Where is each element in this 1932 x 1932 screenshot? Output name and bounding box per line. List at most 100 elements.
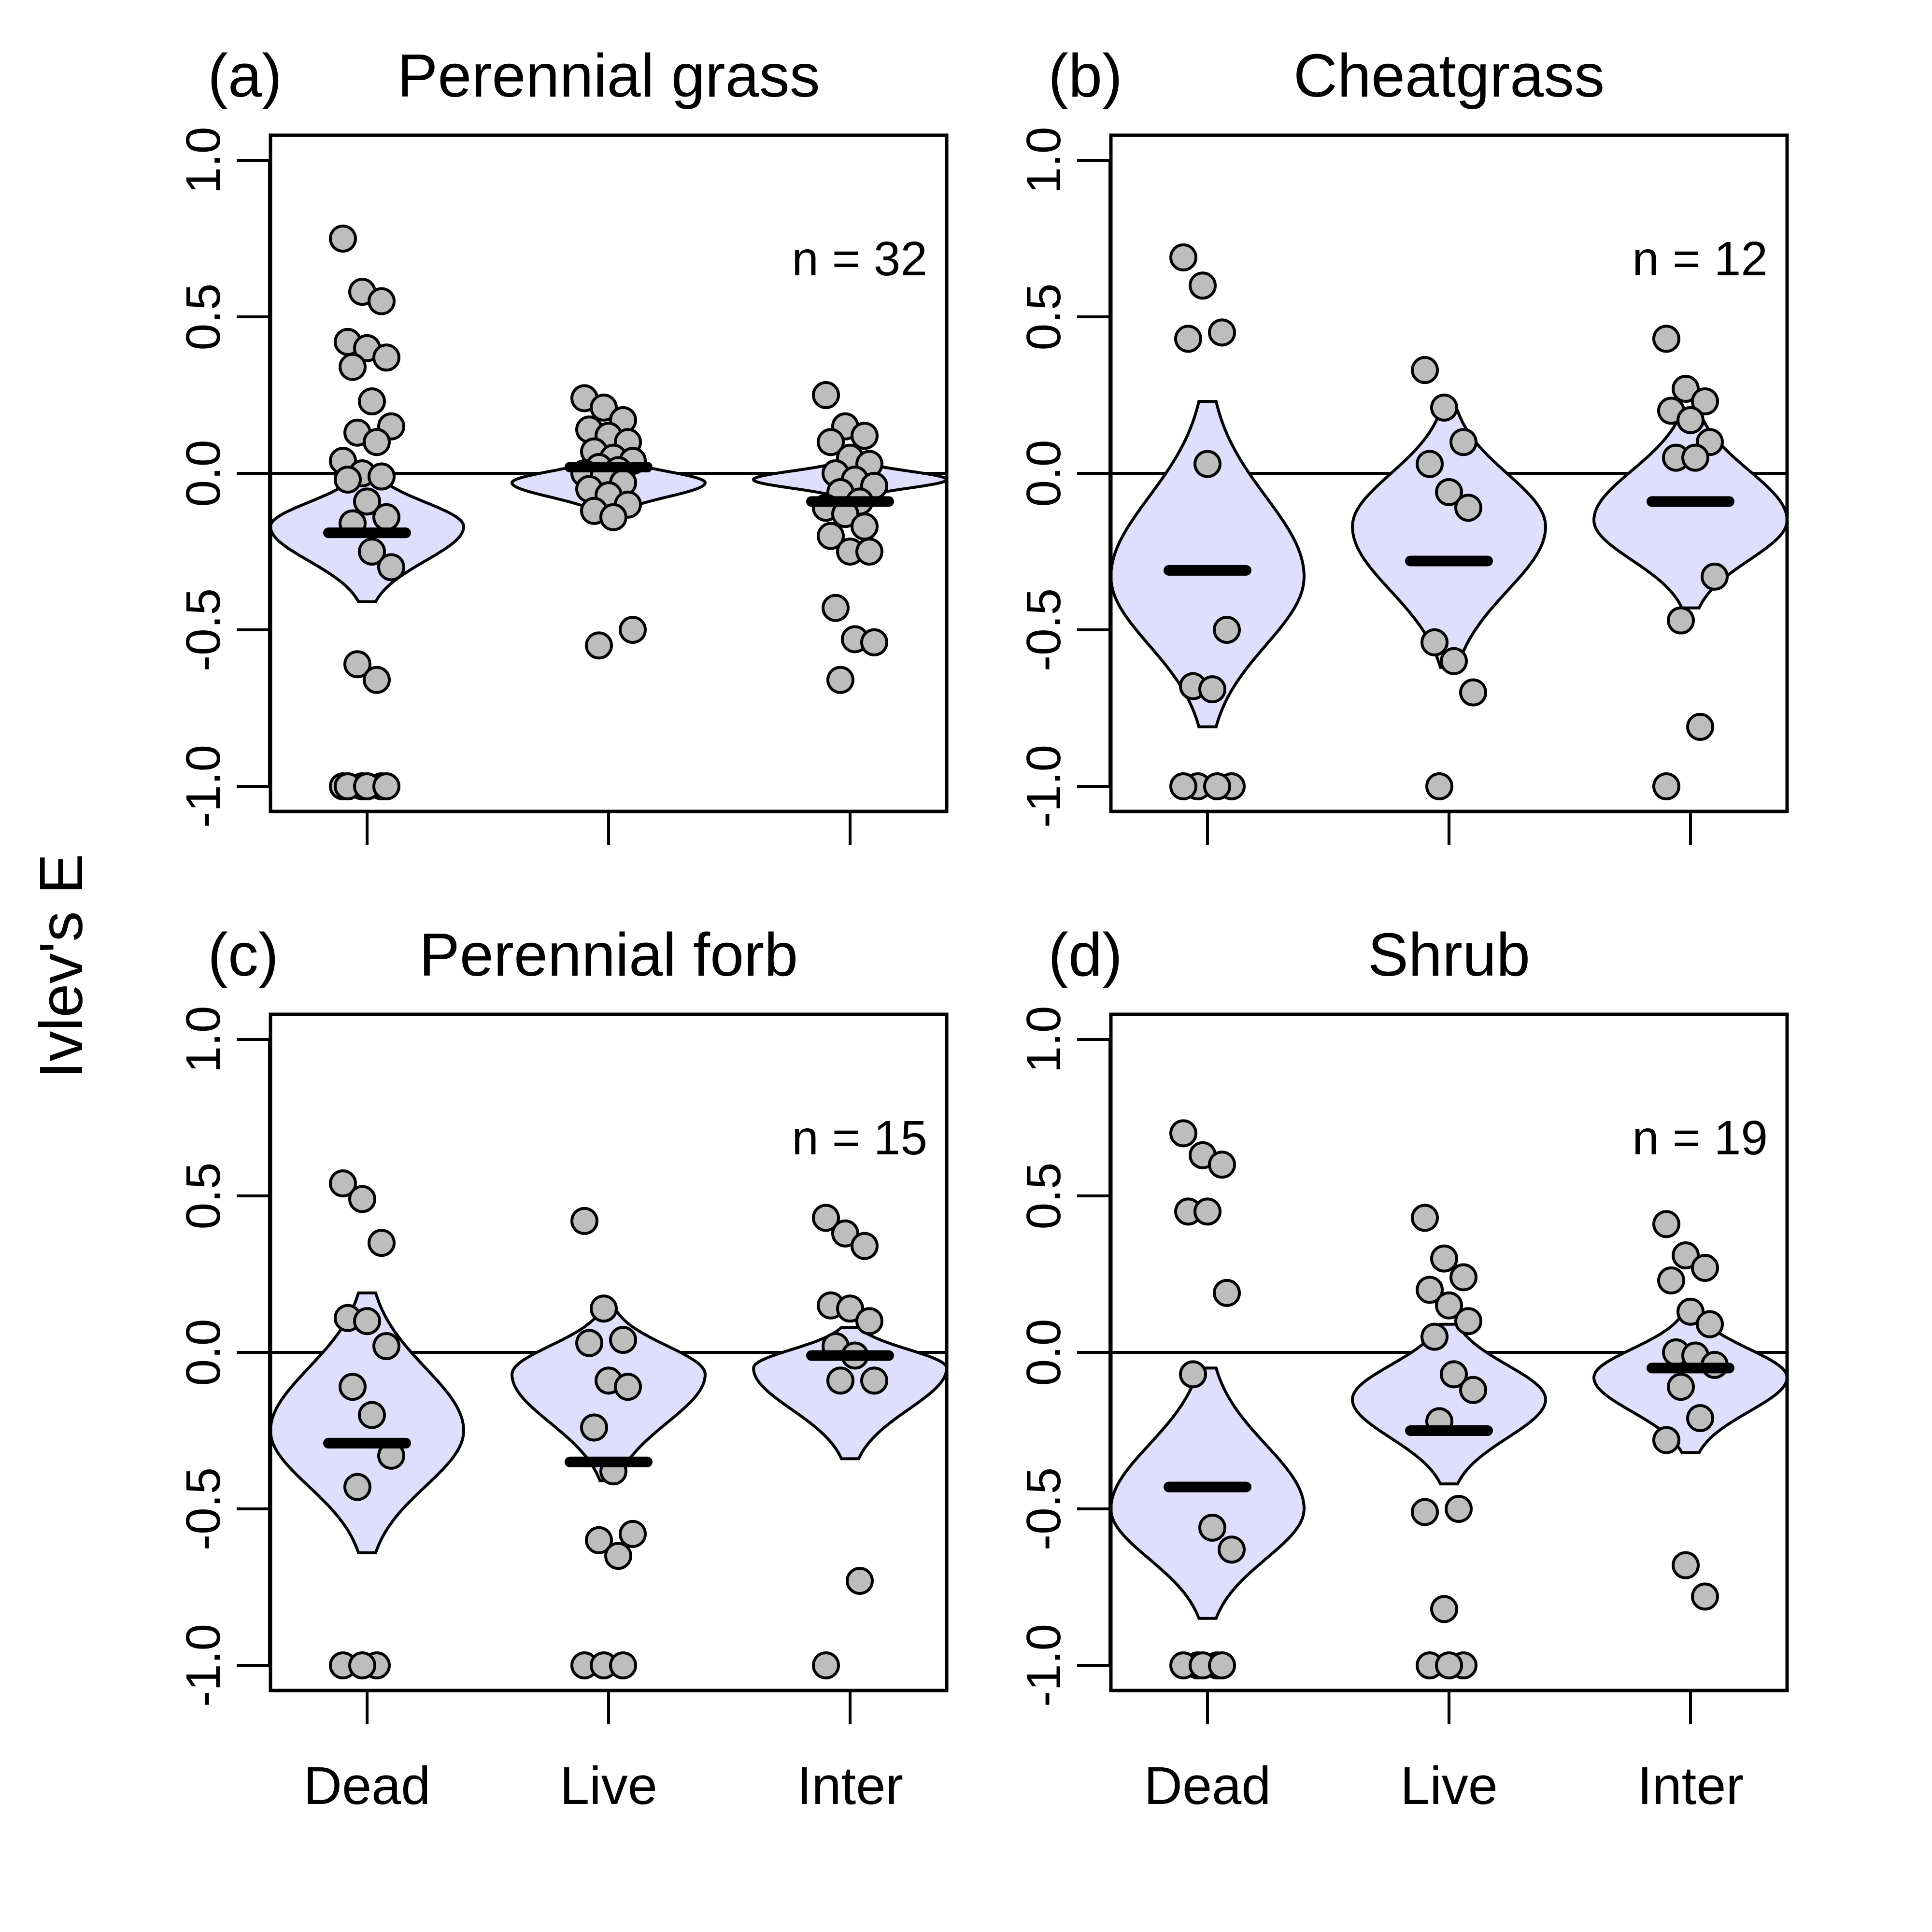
data-point (1435, 1651, 1463, 1679)
data-point (1169, 1119, 1197, 1148)
data-point (585, 631, 613, 660)
data-point (1672, 1551, 1700, 1579)
x-category-label: Live (560, 1756, 657, 1816)
data-point (1411, 1204, 1439, 1232)
data-point (604, 1542, 632, 1570)
data-point (1676, 406, 1705, 434)
data-point (358, 1401, 386, 1429)
n-label: n = 15 (792, 1111, 927, 1165)
data-point (1676, 1297, 1705, 1326)
data-point (580, 1413, 608, 1442)
data-point (1445, 1495, 1473, 1523)
data-point (575, 1329, 603, 1357)
data-point (358, 538, 386, 566)
data-point (614, 1373, 642, 1401)
y-tick-label: -1.0 (176, 1624, 230, 1707)
data-point (1218, 1535, 1246, 1564)
data-point (1652, 1426, 1680, 1454)
data-point (1657, 1266, 1685, 1294)
data-point (1454, 1307, 1482, 1335)
data-point (363, 428, 391, 456)
data-point (855, 538, 883, 566)
data-point (372, 772, 400, 800)
data-point (343, 1473, 371, 1501)
y-tick-label: -1.0 (1017, 1624, 1071, 1707)
data-point (1425, 772, 1453, 800)
panel-title: Perennial forb (419, 921, 798, 989)
y-tick-label: 0.5 (176, 283, 230, 350)
data-point (855, 1307, 883, 1335)
data-point (609, 1651, 637, 1679)
data-point (822, 594, 850, 622)
data-point (1449, 428, 1477, 456)
data-point (363, 666, 391, 694)
data-point (851, 422, 879, 450)
panel-tag: (d) (1048, 921, 1122, 989)
y-tick-label: 0.0 (1017, 1319, 1071, 1386)
panel-tag: (b) (1048, 42, 1122, 110)
data-point (329, 1169, 357, 1198)
data-point (1208, 1151, 1236, 1179)
data-point (1193, 1197, 1222, 1226)
data-point (1430, 393, 1458, 422)
y-tick-label: 0.5 (1017, 1162, 1071, 1229)
x-category-label: Live (1400, 1756, 1498, 1816)
data-point (1213, 616, 1241, 644)
y-tick-label: 0.0 (1017, 440, 1071, 507)
data-point (1213, 1279, 1241, 1307)
y-tick-label: -0.5 (1017, 588, 1071, 671)
data-point (1681, 443, 1709, 472)
data-point (1435, 478, 1463, 506)
y-tick-label: -0.5 (1017, 1467, 1071, 1550)
panel-3: (c) Perennial forb -1.0 -0.5 0.0 0.5 1.0 Dead Li… (176, 921, 949, 1816)
data-point (1652, 772, 1680, 800)
data-point (1430, 1244, 1458, 1273)
data-point (826, 1366, 854, 1395)
y-axis-label: Ivlev's E (27, 853, 95, 1078)
violin-dead (1109, 400, 1306, 728)
y-tick-label: 1.0 (176, 127, 230, 194)
y-tick-label: 0.5 (176, 1162, 230, 1229)
plot-frame (269, 1012, 949, 1692)
violin-dead (1109, 1366, 1306, 1620)
panel-tag: (c) (208, 921, 279, 989)
data-point (339, 1373, 367, 1401)
data-point (1691, 1582, 1719, 1611)
data-point (1686, 712, 1714, 741)
y-tick-label: -1.0 (1017, 745, 1071, 828)
data-point (372, 1332, 400, 1361)
data-point (599, 503, 627, 531)
n-label: n = 19 (1632, 1111, 1768, 1165)
data-point (851, 512, 879, 541)
data-point (619, 1520, 647, 1548)
data-point (817, 428, 845, 456)
data-point (1672, 1241, 1700, 1270)
data-point (1691, 387, 1719, 415)
data-point (1416, 450, 1444, 478)
data-point (590, 1294, 618, 1323)
x-category-label: Inter (1637, 1756, 1744, 1816)
data-point (1652, 325, 1680, 353)
y-tick-label: 0.0 (176, 440, 230, 507)
panel-4: (d) Shrub -1.0 -0.5 0.0 0.5 1.0 Dead Live Inter n … (1017, 921, 1789, 1816)
data-point (1459, 678, 1487, 707)
n-label: n = 32 (792, 232, 927, 286)
violin-live (1350, 409, 1548, 669)
data-point (812, 1651, 840, 1679)
data-point (1667, 1373, 1695, 1401)
data-point (358, 387, 386, 415)
panels: (a) Perennial grass -1.0 -0.5 0.0 0.5 1.0 n = 3… (176, 42, 1789, 1816)
plot-frame (269, 133, 949, 813)
panel-tag: (a) (208, 42, 282, 110)
data-point (609, 1326, 637, 1354)
data-point (851, 1232, 879, 1260)
y-tick-label: 0.5 (1017, 283, 1071, 350)
data-point (1696, 1310, 1724, 1338)
data-point (1411, 356, 1439, 384)
data-point (1672, 375, 1700, 403)
x-category-label: Inter (797, 1756, 903, 1816)
data-point (368, 462, 396, 491)
y-tick-label: -0.5 (176, 1467, 230, 1550)
